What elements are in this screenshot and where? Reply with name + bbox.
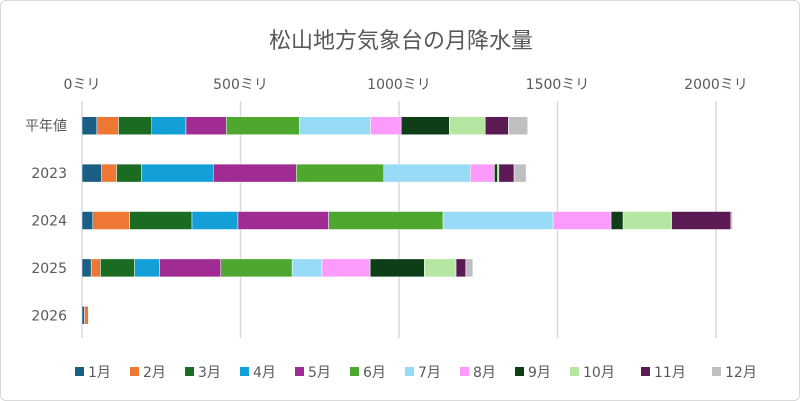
bar-segment: [671, 211, 732, 230]
category-label: 2024: [31, 214, 67, 230]
bar-segment: [370, 116, 402, 135]
bar-segment: [383, 163, 471, 183]
legend-label: 11月: [654, 365, 686, 381]
bar-segment: [96, 116, 119, 135]
bar-segment: [508, 116, 528, 135]
bar-segment: [81, 211, 94, 230]
bar-segment: [299, 116, 371, 135]
legend-label: 10月: [583, 365, 615, 381]
bar-segment: [455, 258, 467, 278]
x-tick-label: 500ミリ: [213, 77, 268, 93]
bar-segment: [225, 116, 300, 135]
legend-swatch: [75, 367, 84, 376]
category-label: 2023: [31, 166, 67, 182]
bar-segment: [369, 258, 425, 278]
bar-segment: [237, 211, 329, 230]
bar-segment: [321, 258, 371, 278]
bar-segment: [513, 163, 527, 183]
legend-swatch: [405, 367, 414, 376]
legend-label: 5月: [308, 365, 331, 381]
bar-segment: [90, 258, 101, 278]
bar-segment: [118, 116, 152, 135]
bar-segment: [328, 211, 444, 230]
legend-label: 4月: [253, 365, 276, 381]
category-label: 平年値: [25, 119, 67, 135]
bar-segment: [116, 163, 142, 183]
legend-swatch: [185, 367, 194, 376]
category-label: 2026: [31, 308, 67, 324]
bar-segment: [134, 258, 160, 278]
bar-segment: [610, 211, 624, 230]
legend-swatch: [460, 367, 469, 376]
bar-segment: [552, 211, 612, 230]
legend-label: 12月: [725, 365, 757, 381]
bar-segment: [291, 258, 323, 278]
legend-label: 1月: [88, 365, 111, 381]
x-tick-label: 2000ミリ: [684, 77, 748, 93]
legend-swatch: [570, 367, 579, 376]
bar-segment: [100, 258, 135, 278]
legend-label: 7月: [418, 365, 441, 381]
bar-segment: [212, 163, 297, 183]
bar-segment: [470, 163, 495, 183]
bar-segment: [141, 163, 214, 183]
bar-segment: [159, 258, 222, 278]
legend-swatch: [240, 367, 249, 376]
legend-swatch: [641, 367, 650, 376]
bar-segment: [84, 306, 89, 325]
bar-segment: [81, 163, 102, 183]
bar-segment: [129, 211, 193, 230]
bar-segment: [185, 116, 227, 135]
legend-label: 2月: [143, 365, 166, 381]
chart-title: 松山地方気象台の月降水量: [268, 29, 533, 54]
bar-segment: [151, 116, 187, 135]
bar-segment: [81, 258, 92, 278]
bar-segment: [81, 116, 98, 135]
category-label: 2025: [31, 261, 67, 277]
bar-segment: [484, 116, 509, 135]
bar-segment: [296, 163, 385, 183]
bar-segment: [424, 258, 457, 278]
bar-segment: [220, 258, 293, 278]
bar-segment: [465, 258, 474, 278]
legend-swatch: [295, 367, 304, 376]
legend-swatch: [515, 367, 524, 376]
bar-segment: [81, 306, 85, 325]
bar-segment: [494, 163, 498, 183]
bar-segment: [449, 116, 486, 135]
x-tick-label: 0ミリ: [64, 77, 101, 93]
legend-swatch: [712, 367, 721, 376]
bar-segment: [191, 211, 239, 230]
bar-segment: [622, 211, 672, 230]
x-tick-label: 1500ミリ: [526, 77, 590, 93]
legend-swatch: [350, 367, 359, 376]
legend-label: 8月: [473, 365, 496, 381]
bar-segment: [442, 211, 554, 230]
legend-label: 6月: [363, 365, 386, 381]
legend-label: 3月: [198, 365, 221, 381]
x-tick-label: 1000ミリ: [367, 77, 431, 93]
bar-segment: [498, 163, 515, 183]
bar-segment: [101, 163, 117, 183]
bar-segment: [730, 211, 733, 230]
legend-label: 9月: [528, 365, 551, 381]
legend-swatch: [130, 367, 139, 376]
bar-segment: [92, 211, 130, 230]
bar-segment: [400, 116, 450, 135]
